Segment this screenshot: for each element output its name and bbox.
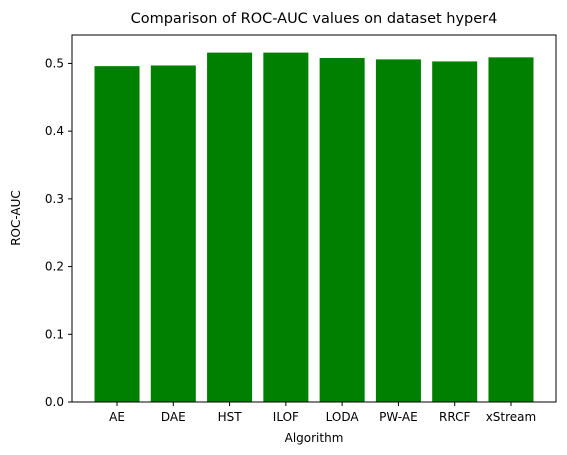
y-tick-label: 0.0 [45,395,64,409]
x-tick-label: PW-AE [379,410,417,424]
y-tick-label: 0.5 [45,56,64,70]
y-tick-label: 0.4 [45,124,64,138]
bar-ae [94,66,140,403]
bar-xstream [488,57,534,402]
x-tick-label: ILOF [273,410,299,424]
bar-rrcf [432,61,478,403]
y-tick-label: 0.1 [45,327,64,341]
bar-hst [207,52,253,403]
x-tick-label: DAE [161,410,186,424]
bar-loda [319,58,365,402]
y-axis-ticks: 0.0 0.1 0.2 0.3 0.4 0.5 [45,56,72,409]
y-tick-label: 0.3 [45,192,64,206]
x-tick-label: xStream [486,410,537,424]
bar-dae [150,65,196,402]
bar-ilof [263,52,309,403]
x-axis-label: Algorithm [285,431,344,445]
y-tick-label: 0.2 [45,260,64,274]
x-tick-label: AE [109,410,125,424]
plot-frame [71,34,557,403]
x-tick-label: HST [218,410,243,424]
chart-title: Comparison of ROC-AUC values on dataset … [131,11,498,27]
y-axis-label: ROC-AUC [9,190,23,246]
bar-pw-ae [375,59,421,403]
x-tick-label: RRCF [439,410,470,424]
x-tick-label: LODA [326,410,360,424]
bars-group [94,52,534,403]
x-axis-ticks: AE DAE HST ILOF LODA PW-AE RRCF xStream [109,402,536,424]
